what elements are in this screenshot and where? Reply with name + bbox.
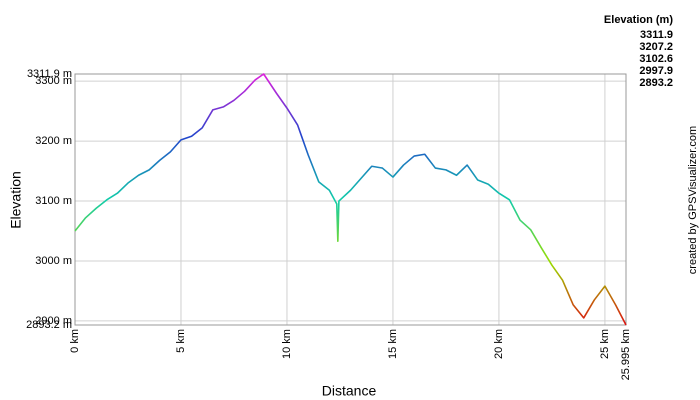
x-tick-label: 25.995 km <box>620 329 632 380</box>
y-tick-label: 3311.9 m <box>27 68 72 80</box>
colorbar-value: 3311.9 <box>640 29 673 41</box>
x-tick-label: 20 km <box>493 329 505 359</box>
colorbar-value: 3102.6 <box>639 53 673 65</box>
credit: created by GPSVisualizer.com <box>687 126 699 274</box>
y-tick-label: 2900 m <box>35 315 72 327</box>
y-tick-label: 3100 m <box>35 195 72 207</box>
y-axis-label: Elevation <box>8 171 24 229</box>
x-tick-label: 10 km <box>281 329 293 359</box>
x-axis-label: Distance <box>322 383 377 399</box>
y-tick-label: 3000 m <box>35 255 72 267</box>
colorbar-title: Elevation (m) <box>604 14 673 26</box>
elevation-line <box>74 73 627 326</box>
x-tick-label: 25 km <box>599 329 611 359</box>
x-tick-label: 5 km <box>175 329 187 353</box>
x-tick-label: 15 km <box>387 329 399 359</box>
y-tick-label: 2893.2 m <box>26 319 72 331</box>
colorbar-value: 3207.2 <box>639 41 673 53</box>
y-tick-label: 3300 m <box>35 75 72 87</box>
colorbar-value: 2893.2 <box>639 77 673 89</box>
x-tick-label: 0 km <box>69 329 81 353</box>
colorbar-value: 2997.9 <box>639 65 673 77</box>
y-tick-label: 3200 m <box>35 135 72 147</box>
plot-frame <box>74 73 627 326</box>
